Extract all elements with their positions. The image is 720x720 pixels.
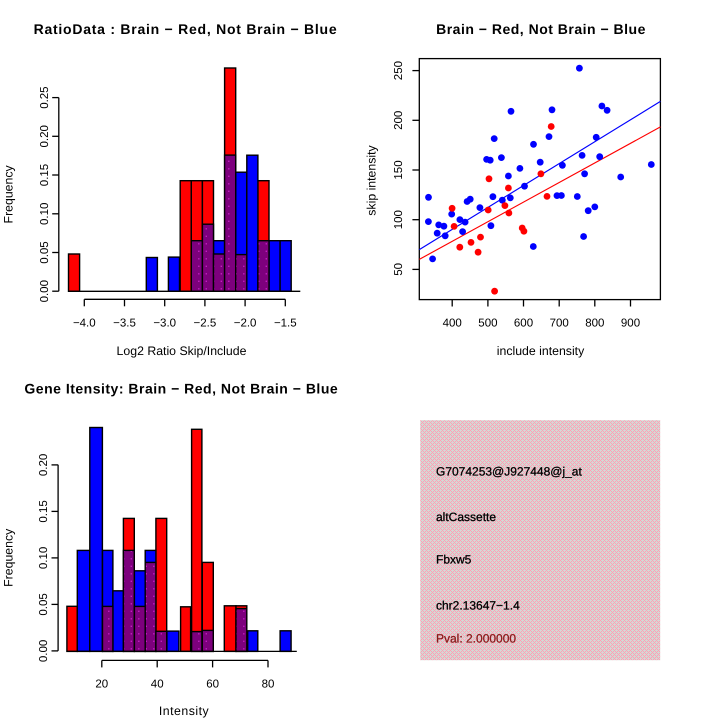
svg-text:G7074253@J927448@j_at: G7074253@J927448@j_at xyxy=(436,465,582,479)
svg-text:Brain − Red, Not Brain − Blue: Brain − Red, Not Brain − Blue xyxy=(436,21,646,37)
svg-text:800: 800 xyxy=(585,317,604,329)
svg-text:Gene Itensity: Brain − Red, No: Gene Itensity: Brain − Red, Not Brain − … xyxy=(24,381,338,397)
svg-text:400: 400 xyxy=(443,317,462,329)
svg-text:600: 600 xyxy=(514,317,533,329)
svg-text:250: 250 xyxy=(393,61,405,80)
svg-text:Frequency: Frequency xyxy=(2,165,16,224)
svg-text:0.20: 0.20 xyxy=(39,125,51,147)
svg-text:skip intensity: skip intensity xyxy=(364,144,378,215)
svg-text:Pval: 2.000000: Pval: 2.000000 xyxy=(436,632,516,646)
svg-text:RatioData : Brain − Red, Not B: RatioData : Brain − Red, Not Brain − Blu… xyxy=(34,21,338,37)
svg-text:100: 100 xyxy=(393,210,405,229)
svg-text:0.15: 0.15 xyxy=(39,164,51,186)
svg-text:−1.5: −1.5 xyxy=(274,317,297,329)
svg-text:Log2 Ratio Skip/Include: Log2 Ratio Skip/Include xyxy=(117,344,247,358)
svg-text:40: 40 xyxy=(151,678,164,690)
svg-text:chr2.13647−1.4: chr2.13647−1.4 xyxy=(436,598,520,612)
svg-text:20: 20 xyxy=(95,678,108,690)
svg-text:0.10: 0.10 xyxy=(39,203,51,225)
svg-text:0.10: 0.10 xyxy=(38,547,50,569)
svg-text:0.00: 0.00 xyxy=(38,640,50,662)
svg-text:Intensity: Intensity xyxy=(159,704,210,718)
svg-text:−2.5: −2.5 xyxy=(194,317,217,329)
svg-text:−3.0: −3.0 xyxy=(153,317,176,329)
svg-text:0.15: 0.15 xyxy=(38,500,50,522)
svg-text:150: 150 xyxy=(393,160,405,179)
svg-text:60: 60 xyxy=(206,678,219,690)
svg-text:50: 50 xyxy=(393,263,405,276)
svg-text:include intensity: include intensity xyxy=(497,344,585,358)
svg-text:0.05: 0.05 xyxy=(38,593,50,615)
svg-text:0.25: 0.25 xyxy=(39,86,51,108)
svg-text:−3.5: −3.5 xyxy=(113,317,136,329)
svg-text:0.20: 0.20 xyxy=(38,454,50,476)
svg-text:80: 80 xyxy=(262,678,275,690)
svg-text:0.05: 0.05 xyxy=(39,241,51,263)
svg-text:Frequency: Frequency xyxy=(2,528,16,587)
svg-text:900: 900 xyxy=(621,317,640,329)
svg-text:700: 700 xyxy=(550,317,569,329)
svg-text:Fbxw5: Fbxw5 xyxy=(436,553,472,567)
svg-text:200: 200 xyxy=(393,111,405,130)
svg-text:500: 500 xyxy=(478,317,497,329)
svg-text:−2.0: −2.0 xyxy=(234,317,257,329)
svg-text:0.00: 0.00 xyxy=(39,280,51,302)
svg-text:−4.0: −4.0 xyxy=(73,317,96,329)
svg-text:altCassette: altCassette xyxy=(436,510,496,524)
